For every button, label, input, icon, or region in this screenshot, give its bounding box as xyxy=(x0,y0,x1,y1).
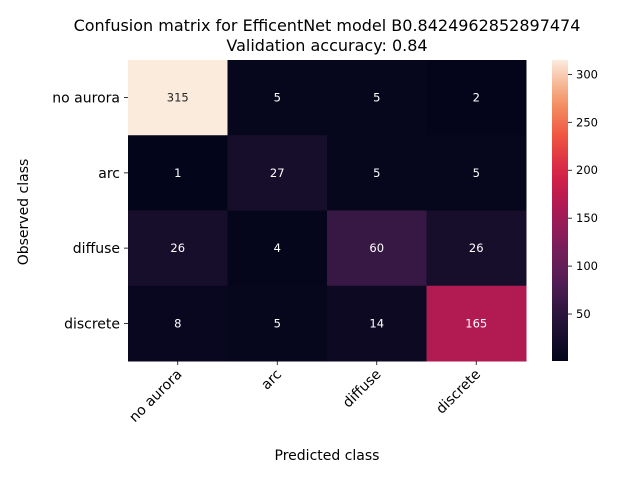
x-tick-label: diffuse xyxy=(340,367,385,412)
colorbar: 50 100 150 200 250 300 xyxy=(552,60,598,361)
y-tick-label: no aurora xyxy=(52,91,120,107)
y-tick-label: discrete xyxy=(64,316,120,332)
heatmap-cell xyxy=(128,210,228,287)
y-tick-labels: no aurora arc diffuse discrete xyxy=(52,91,128,332)
cell-value-label: 26 xyxy=(170,241,185,255)
cell-value-label: 8 xyxy=(174,316,181,330)
cell-value-label: 14 xyxy=(369,316,384,330)
heatmap-cell xyxy=(327,285,427,362)
chart-subtitle: Validation accuracy: 0.84 xyxy=(226,36,427,55)
cell-value-label: 5 xyxy=(373,91,380,105)
colorbar-tick-label: 100 xyxy=(576,259,598,273)
cell-value-label: 60 xyxy=(369,241,384,255)
heatmap-cell xyxy=(128,285,228,362)
cell-value-label: 5 xyxy=(274,91,281,105)
heatmap-cell xyxy=(327,210,427,287)
heatmap-cell xyxy=(327,60,427,136)
cell-value-label: 5 xyxy=(274,316,281,330)
y-axis-label: Observed class xyxy=(16,159,32,266)
heatmap-cell xyxy=(426,285,527,362)
cell-value-label: 27 xyxy=(270,166,285,180)
cell-value-label: 26 xyxy=(469,241,484,255)
x-tick-label: arc xyxy=(258,367,285,394)
colorbar-tick-label: 200 xyxy=(576,163,598,177)
heatmap-cell xyxy=(227,135,328,211)
cell-value-label: 2 xyxy=(473,91,480,105)
colorbar-tick-label: 150 xyxy=(576,211,598,225)
cell-value-label: 315 xyxy=(167,91,189,105)
heatmap-cell xyxy=(327,135,427,211)
heatmap-cell xyxy=(426,210,527,287)
x-tick-label: no aurora xyxy=(126,367,185,426)
cell-value-label: 5 xyxy=(373,166,380,180)
y-tick-label: arc xyxy=(98,166,120,182)
y-tick-label: diffuse xyxy=(73,241,120,257)
heatmap-cell xyxy=(227,285,328,362)
heatmap-cell xyxy=(227,60,328,136)
heatmap-cell xyxy=(426,135,527,211)
colorbar-tick-label: 300 xyxy=(576,67,598,81)
x-axis-label: Predicted class xyxy=(275,448,380,464)
cell-value-label: 4 xyxy=(274,241,281,255)
chart-title: Confusion matrix for EfficentNet model B… xyxy=(74,16,581,35)
heatmap-cell xyxy=(426,60,527,136)
x-tick-labels: no aurora arc diffuse discrete xyxy=(126,361,484,426)
heatmap-cell xyxy=(227,210,328,287)
heatmap-cell xyxy=(128,135,228,211)
cell-value-label: 5 xyxy=(473,166,480,180)
colorbar-tick-label: 50 xyxy=(576,307,591,321)
colorbar-tick-label: 250 xyxy=(576,115,598,129)
heatmap-cell xyxy=(128,60,228,136)
x-tick-label: discrete xyxy=(433,367,484,418)
heatmap-cells: 315 5 5 2 1 27 5 5 26 4 60 26 8 5 14 165 xyxy=(128,60,527,362)
cell-value-label: 1 xyxy=(174,166,181,180)
cell-value-label: 165 xyxy=(465,316,487,330)
colorbar-gradient xyxy=(552,60,568,361)
